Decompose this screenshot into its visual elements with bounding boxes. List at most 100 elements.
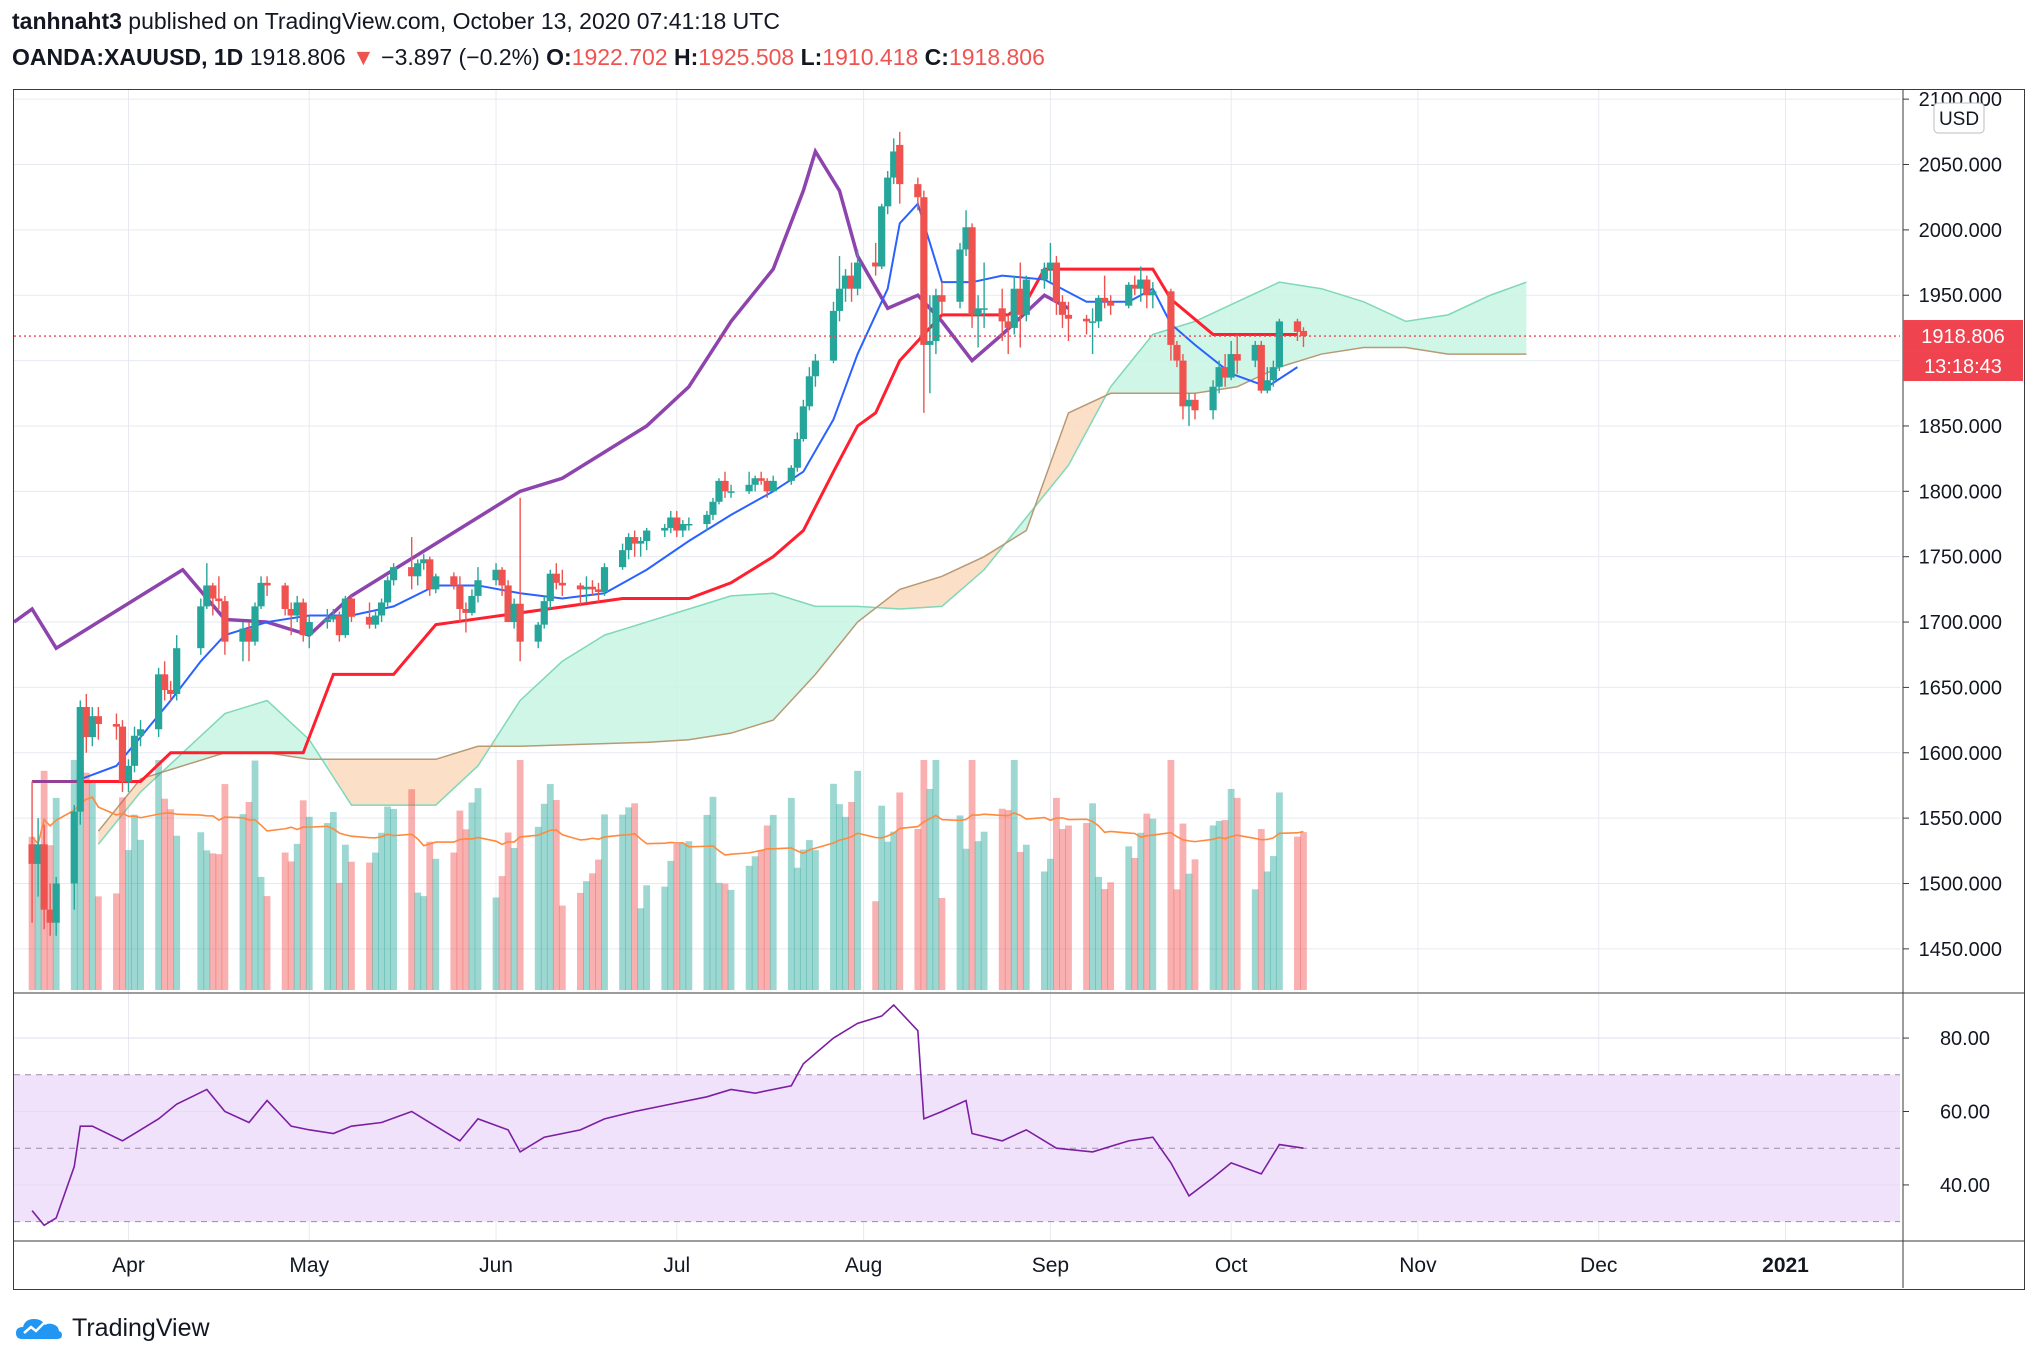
volume-bar xyxy=(119,797,126,990)
candle xyxy=(161,661,169,701)
candle xyxy=(1257,340,1265,394)
volume-bar xyxy=(703,814,711,990)
rsi-axis-label: 80.00 xyxy=(1940,1028,1990,1050)
candle-body xyxy=(1269,367,1277,381)
volume-bar xyxy=(601,814,608,990)
volume-bar xyxy=(884,841,892,990)
volume-bar xyxy=(1149,818,1157,990)
volume-bar xyxy=(76,760,84,990)
candle xyxy=(594,582,603,603)
price-axis-label: 1550.000 xyxy=(1919,808,2002,830)
candle xyxy=(281,582,289,616)
volume-bar xyxy=(1215,820,1223,990)
volume-bar xyxy=(384,806,391,990)
candle xyxy=(588,580,597,596)
published-text: published on TradingView.com, October 13… xyxy=(128,8,780,34)
candle xyxy=(305,615,313,649)
volume-bar xyxy=(1022,844,1030,990)
candle xyxy=(811,354,819,387)
volume-bar xyxy=(1125,846,1133,990)
candle-body xyxy=(492,569,500,581)
candle-body xyxy=(600,567,609,592)
candle xyxy=(914,177,922,211)
volume-bar xyxy=(926,788,934,990)
candle-body xyxy=(914,184,922,198)
candle-body xyxy=(685,524,693,526)
volume-bar xyxy=(558,905,566,990)
candle-body xyxy=(203,585,211,607)
volume-bar xyxy=(546,784,554,990)
volume-bar xyxy=(167,809,175,990)
senkou-span-a-line xyxy=(97,281,1527,845)
author-name: tanhnaht3 xyxy=(12,8,122,34)
candle-body xyxy=(1064,314,1073,319)
low-label: L: xyxy=(800,44,823,70)
candle-body xyxy=(884,177,892,207)
volume-bar xyxy=(372,852,379,990)
kijun-sen-line xyxy=(32,267,1298,784)
candle-body xyxy=(588,586,597,590)
candle-body xyxy=(769,480,777,492)
ichimoku-cloud xyxy=(1038,386,1111,503)
candle-body xyxy=(661,527,669,531)
candle xyxy=(239,622,247,662)
candle xyxy=(1016,262,1024,348)
candle-body xyxy=(293,602,301,616)
candle-body xyxy=(118,726,127,782)
candle xyxy=(76,700,84,825)
candle xyxy=(727,484,735,498)
candle xyxy=(932,288,940,355)
volume-bar xyxy=(799,849,807,990)
candle-body xyxy=(938,295,946,302)
volume-bar xyxy=(1185,873,1193,990)
candle-body xyxy=(124,765,133,782)
time-axis-label: Apr xyxy=(112,1254,145,1277)
volume-bar xyxy=(715,882,723,990)
candle-body xyxy=(136,729,145,736)
candle-body xyxy=(727,491,735,493)
candle xyxy=(962,210,970,257)
candle xyxy=(1185,393,1193,426)
volume-bar xyxy=(836,804,843,990)
candle-body xyxy=(1167,291,1175,345)
candle-body xyxy=(829,310,838,361)
candle-body xyxy=(257,582,265,607)
candle-body xyxy=(1016,288,1024,315)
time-axis-label: Jun xyxy=(479,1254,513,1277)
candle-body xyxy=(643,530,651,541)
volume-bar xyxy=(727,889,735,990)
volume-bar xyxy=(450,852,458,990)
candle-body xyxy=(1040,269,1048,280)
volume-bar xyxy=(1143,813,1151,990)
volume-bar xyxy=(161,798,169,990)
candle-body xyxy=(335,615,343,636)
time-axis-label: May xyxy=(289,1254,329,1277)
volume-bar xyxy=(769,814,777,990)
candle-body xyxy=(305,622,313,636)
volume-bar xyxy=(462,829,470,990)
volume-bar xyxy=(589,873,596,990)
candle xyxy=(377,598,386,623)
candle-body xyxy=(637,541,645,544)
volume-bar xyxy=(1083,823,1090,990)
volume-bar xyxy=(968,760,976,990)
candle xyxy=(347,595,356,623)
candle xyxy=(558,569,566,596)
candle xyxy=(980,262,988,328)
candle xyxy=(299,598,307,642)
candle xyxy=(287,602,295,636)
candle xyxy=(432,573,440,594)
volume-bar xyxy=(173,835,181,990)
ichimoku-cloud xyxy=(496,593,882,747)
candle xyxy=(323,608,331,629)
candle-body xyxy=(88,716,96,738)
candle-body xyxy=(896,144,904,185)
time-axis-label: Nov xyxy=(1399,1254,1437,1277)
candle xyxy=(94,707,102,740)
volume-bar xyxy=(980,831,988,990)
candle xyxy=(847,262,856,302)
candle xyxy=(926,295,934,394)
candle xyxy=(1215,360,1223,394)
close-value: 1918.806 xyxy=(948,44,1045,70)
